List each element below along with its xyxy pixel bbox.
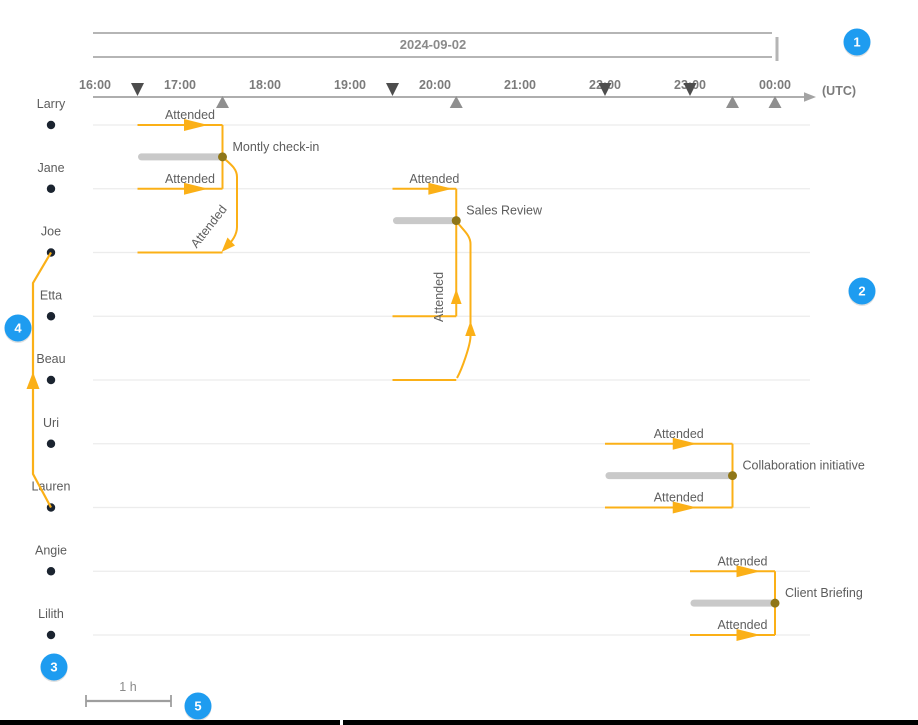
- person-dot[interactable]: [46, 184, 56, 193]
- person-name-label: Lilith: [38, 607, 64, 621]
- badge-circle: [184, 692, 212, 720]
- annotation-badge: 1: [843, 28, 871, 57]
- person-dot[interactable]: [46, 375, 56, 385]
- badge-number: 4: [14, 321, 22, 336]
- annotation-badge: 2: [848, 277, 876, 306]
- event-dot[interactable]: [728, 471, 737, 481]
- bottom-border-notch: [340, 720, 343, 725]
- attended-arrow-icon: [672, 501, 697, 514]
- hour-label: 19:00: [334, 78, 366, 92]
- person-link-arrow-icon: [26, 372, 40, 389]
- attended-label: Attended: [717, 554, 767, 568]
- event-name-label: Collaboration initiative: [743, 459, 865, 473]
- attended-label: Attended: [165, 172, 215, 186]
- hour-label: 00:00: [759, 78, 791, 92]
- attended-label: Attended: [165, 108, 215, 122]
- annotation-badge: 4: [4, 314, 32, 343]
- attended-arrow-icon: [736, 565, 761, 578]
- event-dot[interactable]: [451, 216, 461, 226]
- attended-label: Attended: [432, 272, 446, 322]
- attended-arrow-icon: [465, 321, 476, 336]
- event-group: Attended Attended Attended Montly check-in: [137, 108, 320, 254]
- attended-label: Attended: [409, 172, 459, 186]
- badge-circle: [4, 314, 32, 342]
- hour-tick-labels: 16:0017:0018:0019:0020:0021:0022:0023:00…: [79, 78, 791, 92]
- attendee-connector-path: [221, 156, 238, 250]
- attended-arrow-icon: [672, 437, 697, 450]
- time-axis: (UTC) 16:0017:0018:0019:0020:0021:0022:0…: [79, 78, 856, 108]
- event-dot[interactable]: [218, 152, 227, 162]
- attended-arrow-icon: [428, 182, 453, 195]
- annotation-badge: 3: [40, 653, 68, 682]
- date-band-label: 2024-09-02: [400, 37, 467, 52]
- hour-scale-ruler: 1 h: [85, 680, 172, 707]
- event-end-marker-icon: [216, 96, 229, 108]
- scale-ruler-label: 1 h: [119, 680, 136, 694]
- badge-circle: [843, 28, 871, 56]
- event-name-label: Montly check-in: [233, 140, 320, 154]
- badge-number: 5: [194, 699, 201, 714]
- attended-label: Attended: [717, 618, 767, 632]
- time-axis-arrow-icon: [804, 92, 816, 102]
- person-dot[interactable]: [46, 439, 56, 448]
- person-name-label: Uri: [43, 416, 59, 430]
- badge-number: 2: [858, 284, 865, 299]
- person-name-label: Jane: [37, 161, 64, 175]
- timezone-label: (UTC): [822, 84, 856, 98]
- event-end-marker-icon: [726, 96, 739, 108]
- event-name-label: Sales Review: [466, 204, 543, 218]
- event-group: Attended Attended Collaboration initiative: [605, 427, 865, 514]
- hour-label: 21:00: [504, 78, 536, 92]
- person-name-label: Beau: [36, 352, 65, 366]
- attendee-connector-path: [455, 220, 472, 379]
- badge-number: 1: [853, 35, 860, 50]
- person-dot[interactable]: [46, 567, 56, 576]
- event-group: Attended Attended Client Briefing: [690, 554, 863, 641]
- attended-label: Attended: [188, 202, 230, 250]
- attended-arrow-icon: [736, 629, 761, 641]
- event-start-marker-icon: [683, 83, 697, 96]
- person-name-label: Angie: [35, 543, 67, 557]
- event-start-marker-icon: [598, 83, 612, 96]
- event-end-marker-icon: [768, 96, 782, 108]
- person-name-label: Etta: [40, 288, 62, 302]
- event-group: Attended Attended Sales Review: [392, 172, 543, 381]
- annotation-badges: 1 2 3 4 5: [4, 28, 876, 721]
- attended-arrow-icon: [184, 182, 208, 195]
- person-name-label: Larry: [37, 97, 66, 111]
- hour-label: 16:00: [79, 78, 111, 92]
- event-end-marker-icon: [449, 96, 463, 108]
- person-dot[interactable]: [46, 630, 56, 640]
- event-start-marker-icon: [131, 83, 144, 96]
- event-time-markers: [131, 83, 782, 108]
- hour-label: 17:00: [164, 78, 196, 92]
- event-name-label: Client Briefing: [785, 586, 863, 600]
- hour-label: 20:00: [419, 78, 451, 92]
- date-band: 2024-09-02: [93, 32, 779, 61]
- attended-arrow-icon: [221, 237, 235, 252]
- event-start-marker-icon: [386, 83, 399, 96]
- badge-circle: [40, 653, 68, 681]
- badge-circle: [848, 277, 876, 305]
- person-name-label: Joe: [41, 225, 61, 239]
- attended-label: Attended: [654, 491, 704, 505]
- person-link-layer: [26, 251, 52, 509]
- hour-label: 18:00: [249, 78, 281, 92]
- annotation-badge: 5: [184, 692, 212, 721]
- attended-arrow-icon: [184, 119, 208, 131]
- person-dot[interactable]: [46, 120, 56, 130]
- attended-label: Attended: [654, 427, 704, 441]
- bottom-border-bar: [0, 720, 918, 725]
- person-dot[interactable]: [46, 312, 56, 321]
- event-dot[interactable]: [770, 598, 780, 608]
- badge-number: 3: [50, 660, 57, 675]
- attended-arrow-icon: [450, 289, 462, 304]
